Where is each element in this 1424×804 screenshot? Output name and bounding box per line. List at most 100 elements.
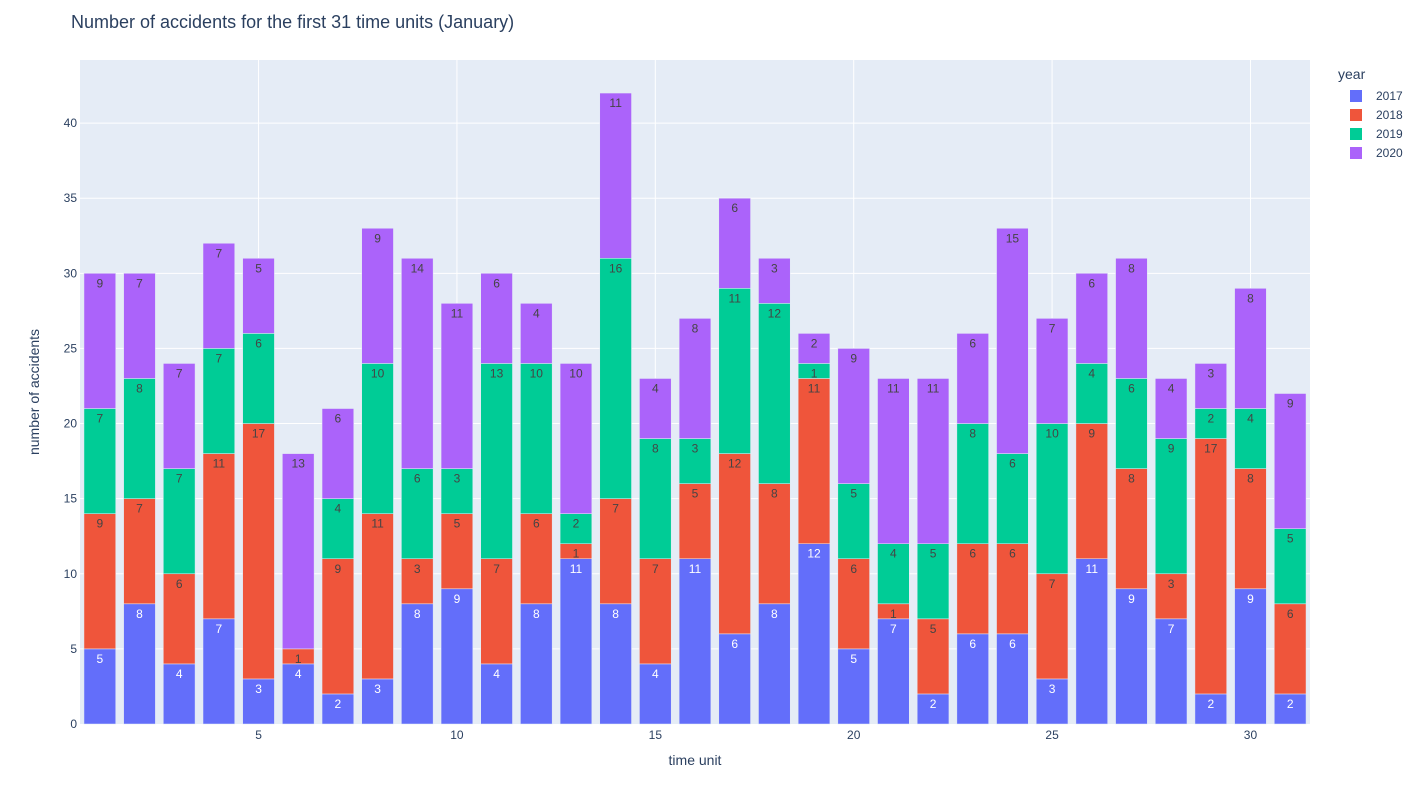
bar-2018-24[interactable] [996,543,1029,635]
legend[interactable]: year 2017 2018 2019 2020 [1338,66,1403,162]
bar-2017-10[interactable] [440,588,474,725]
bar-2019-30[interactable] [1234,408,1267,469]
bar-2018-2[interactable] [123,498,156,605]
bar-2017-30[interactable] [1234,588,1267,725]
bar-2018-18[interactable] [758,483,791,605]
bar-2017-11[interactable] [480,663,513,725]
bar-2020-2[interactable] [123,273,156,379]
bar-2017-31[interactable] [1274,693,1307,725]
bar-2020-28[interactable] [1155,378,1188,439]
bar-2017-17[interactable] [718,633,751,725]
bar-2019-14[interactable] [599,258,632,499]
bar-2019-21[interactable] [877,543,910,605]
bar-2018-22[interactable] [916,618,950,695]
bar-2017-1[interactable] [83,648,116,725]
bar-2018-27[interactable] [1115,468,1148,590]
legend-item-2018[interactable]: 2018 [1338,105,1403,124]
bar-2019-13[interactable] [559,513,593,544]
bar-2020-5[interactable] [242,258,275,334]
bar-2018-19[interactable] [797,378,831,544]
bar-2020-8[interactable] [361,228,394,364]
bar-2017-13[interactable] [559,558,593,725]
bar-2020-10[interactable] [440,303,474,469]
bar-2018-15[interactable] [639,558,672,665]
bar-2018-7[interactable] [321,558,355,695]
bar-2019-28[interactable] [1155,438,1188,575]
bar-2019-7[interactable] [321,498,355,560]
bar-2019-16[interactable] [678,438,712,484]
bar-2019-22[interactable] [916,543,950,620]
bar-2019-25[interactable] [1035,423,1069,575]
bar-2018-23[interactable] [956,543,989,635]
bar-2017-12[interactable] [520,603,553,725]
bar-2020-18[interactable] [758,258,791,304]
bar-2020-26[interactable] [1075,273,1108,364]
bar-2018-14[interactable] [599,498,632,605]
bar-2020-29[interactable] [1194,363,1227,409]
bar-2018-4[interactable] [202,453,235,620]
bar-2017-9[interactable] [401,603,434,725]
bar-2020-25[interactable] [1035,318,1069,424]
bar-2017-21[interactable] [877,618,910,725]
bar-2020-20[interactable] [837,348,870,484]
bar-2019-4[interactable] [202,348,235,454]
bar-2018-9[interactable] [401,558,434,605]
bar-2018-8[interactable] [361,513,394,680]
bar-2020-22[interactable] [916,378,950,544]
bar-2017-27[interactable] [1115,588,1148,725]
bar-2020-24[interactable] [996,228,1029,454]
bar-2019-5[interactable] [242,333,275,424]
bar-2020-11[interactable] [480,273,513,364]
bar-2020-19[interactable] [797,333,831,364]
bar-2018-25[interactable] [1035,573,1069,680]
bar-2018-1[interactable] [83,513,116,650]
bar-2020-12[interactable] [520,303,553,364]
legend-item-2019[interactable]: 2019 [1338,124,1403,143]
bar-2019-1[interactable] [83,408,116,514]
bar-2019-10[interactable] [440,468,474,514]
bar-2017-7[interactable] [321,693,355,725]
bar-2019-11[interactable] [480,363,513,560]
bar-2018-10[interactable] [440,513,474,590]
bar-2018-17[interactable] [718,453,751,635]
bar-2018-26[interactable] [1075,423,1108,560]
bar-2017-14[interactable] [599,603,632,725]
bar-2020-23[interactable] [956,333,989,424]
bar-2019-3[interactable] [163,468,196,575]
bar-2017-16[interactable] [678,558,712,725]
bar-2020-17[interactable] [718,197,751,289]
bar-2019-9[interactable] [401,468,434,560]
bar-2018-30[interactable] [1234,468,1267,590]
bar-2019-17[interactable] [718,288,751,454]
bar-2017-26[interactable] [1075,558,1108,725]
bar-2020-16[interactable] [678,318,712,439]
bar-2018-31[interactable] [1274,603,1307,695]
bar-2020-31[interactable] [1274,393,1307,529]
bar-2019-20[interactable] [837,483,870,560]
bar-2017-3[interactable] [163,663,196,725]
bar-2019-31[interactable] [1274,528,1307,605]
bar-2018-5[interactable] [242,423,275,680]
bar-2020-4[interactable] [202,243,235,349]
bar-2019-12[interactable] [520,363,553,514]
bar-2017-24[interactable] [996,633,1029,725]
bar-2020-27[interactable] [1115,258,1148,379]
bar-2017-29[interactable] [1194,693,1227,725]
bar-2018-29[interactable] [1194,438,1227,695]
bar-2019-2[interactable] [123,378,156,499]
bar-2020-6[interactable] [282,453,315,650]
bar-2019-15[interactable] [639,438,672,560]
bar-2018-28[interactable] [1155,573,1188,620]
bar-2018-20[interactable] [837,558,870,650]
bar-2017-15[interactable] [639,663,672,725]
bar-2020-30[interactable] [1234,288,1267,409]
bar-2020-9[interactable] [401,258,434,469]
bar-2018-11[interactable] [480,558,513,665]
bar-2019-23[interactable] [956,423,989,544]
bar-2020-14[interactable] [599,92,632,259]
bar-2017-25[interactable] [1035,678,1069,725]
bar-2019-8[interactable] [361,363,394,514]
legend-item-2017[interactable]: 2017 [1338,86,1403,105]
bar-2017-6[interactable] [282,663,315,725]
bar-2017-22[interactable] [916,693,950,725]
